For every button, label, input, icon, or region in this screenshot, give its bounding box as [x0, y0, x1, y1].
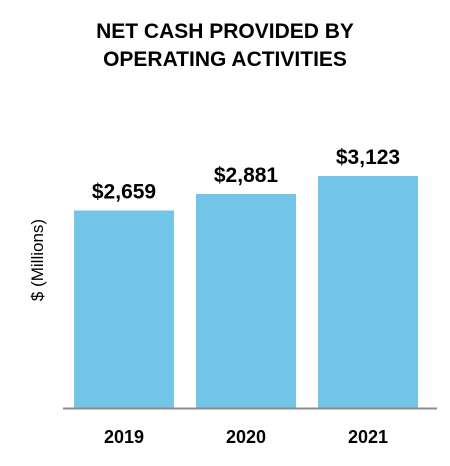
data-label-2020: $2,881 [214, 164, 279, 187]
labels-layer: $2,659 2019 $2,881 2020 $3,123 2021 [92, 146, 400, 447]
bars-layer [74, 176, 418, 408]
bar-2019 [74, 210, 174, 408]
x-tick-label-2021: 2021 [348, 427, 388, 447]
data-label-2021: $3,123 [336, 146, 400, 169]
bar-2021 [318, 176, 418, 408]
y-axis-label: $ (Millions) [28, 219, 47, 301]
chart-title: NET CASH PROVIDED BY OPERATING ACTIVITIE… [0, 18, 450, 74]
x-tick-label-2019: 2019 [104, 427, 144, 447]
chart-title-line-2: OPERATING ACTIVITIES [103, 48, 347, 71]
chart-title-line-1: NET CASH PROVIDED BY [96, 20, 354, 43]
data-label-2019: $2,659 [92, 180, 156, 203]
bar-2020 [196, 193, 296, 408]
x-tick-label-2020: 2020 [226, 427, 266, 447]
